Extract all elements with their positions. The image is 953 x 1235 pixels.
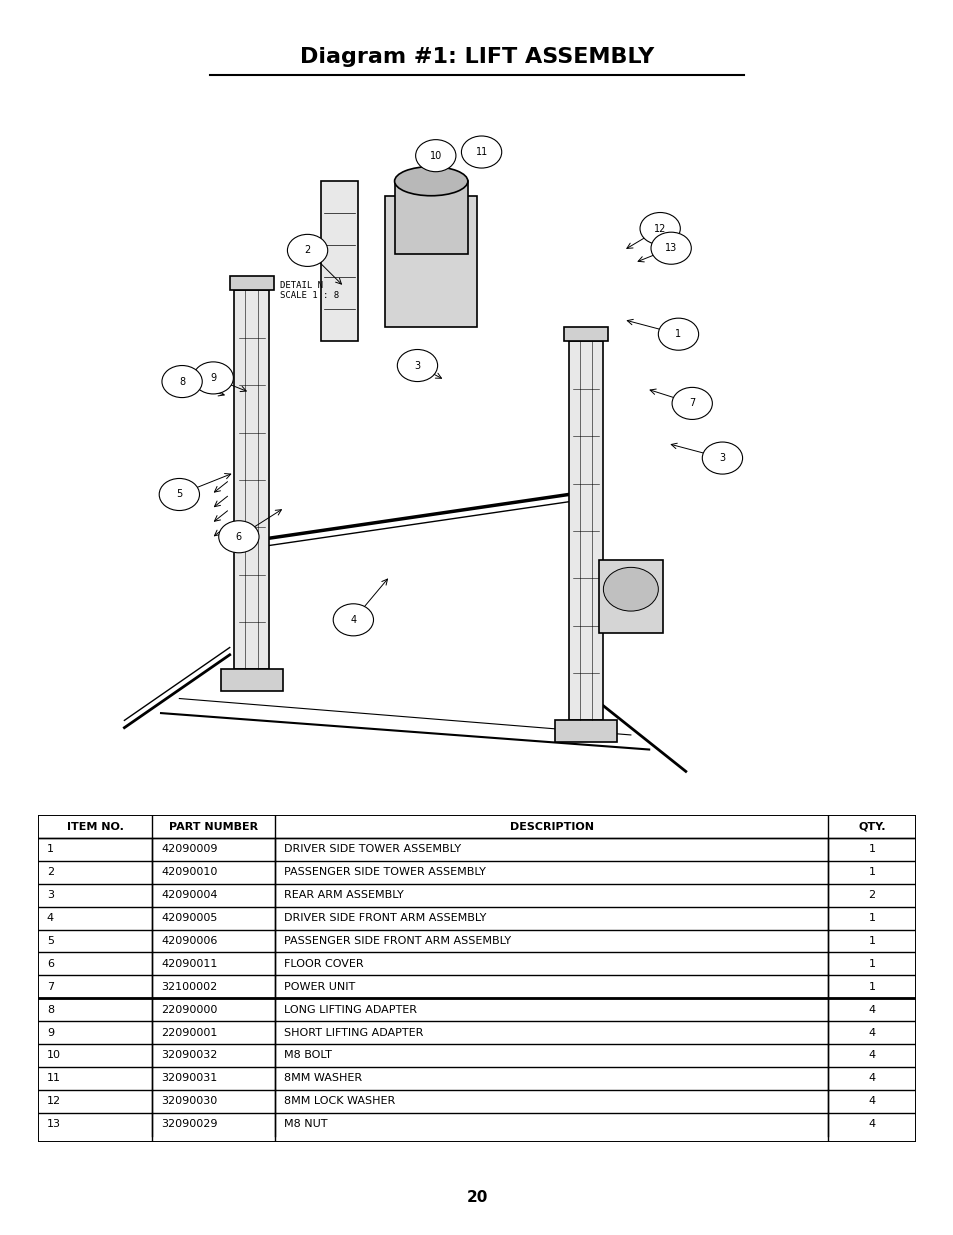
Circle shape [333, 604, 374, 636]
Bar [563, 327, 607, 341]
Text: 3: 3 [719, 453, 724, 463]
Circle shape [162, 366, 202, 398]
Text: DETAIL N
SCALE 1 : 8: DETAIL N SCALE 1 : 8 [280, 280, 339, 300]
Ellipse shape [395, 167, 467, 196]
Bar [385, 196, 476, 327]
Bar [555, 720, 617, 742]
Text: 13: 13 [664, 243, 677, 253]
Text: 11: 11 [47, 1073, 61, 1083]
Circle shape [639, 212, 679, 245]
Text: REAR ARM ASSEMBLY: REAR ARM ASSEMBLY [284, 890, 403, 900]
Text: 1: 1 [867, 845, 875, 855]
Text: 32090030: 32090030 [161, 1097, 217, 1107]
Text: SHORT LIFTING ADAPTER: SHORT LIFTING ADAPTER [284, 1028, 423, 1037]
Text: 7: 7 [47, 982, 54, 992]
Circle shape [650, 232, 691, 264]
Text: 8: 8 [47, 1004, 54, 1015]
Text: Diagram #1: LIFT ASSEMBLY: Diagram #1: LIFT ASSEMBLY [299, 47, 654, 67]
Bar [230, 275, 274, 290]
Text: 12: 12 [47, 1097, 61, 1107]
Circle shape [658, 319, 698, 351]
Text: PART NUMBER: PART NUMBER [169, 821, 258, 831]
Text: 3: 3 [47, 890, 54, 900]
Text: 1: 1 [675, 330, 680, 340]
Text: 22090000: 22090000 [161, 1004, 217, 1015]
Text: 7: 7 [688, 399, 695, 409]
Text: 32090032: 32090032 [161, 1051, 217, 1061]
Circle shape [159, 478, 199, 510]
Text: 22090001: 22090001 [161, 1028, 217, 1037]
Bar [568, 341, 602, 720]
Text: 1: 1 [867, 958, 875, 969]
Circle shape [461, 136, 501, 168]
Text: 42090010: 42090010 [161, 867, 217, 877]
Text: DRIVER SIDE TOWER ASSEMBLY: DRIVER SIDE TOWER ASSEMBLY [284, 845, 460, 855]
Text: 9: 9 [47, 1028, 54, 1037]
Text: 42090009: 42090009 [161, 845, 217, 855]
Text: 1: 1 [867, 936, 875, 946]
Text: 8MM WASHER: 8MM WASHER [284, 1073, 361, 1083]
Text: PASSENGER SIDE TOWER ASSEMBLY: PASSENGER SIDE TOWER ASSEMBLY [284, 867, 485, 877]
Text: M8 NUT: M8 NUT [284, 1119, 327, 1129]
Text: 20: 20 [466, 1191, 487, 1205]
Circle shape [416, 140, 456, 172]
Text: 12: 12 [654, 224, 665, 233]
Circle shape [287, 235, 328, 267]
Text: 10: 10 [429, 151, 441, 161]
Bar [395, 182, 467, 254]
Text: 10: 10 [47, 1051, 61, 1061]
Bar [234, 290, 269, 669]
Circle shape [396, 350, 437, 382]
Text: 8MM LOCK WASHER: 8MM LOCK WASHER [284, 1097, 395, 1107]
Text: 4: 4 [867, 1004, 875, 1015]
Text: 4: 4 [867, 1119, 875, 1129]
Circle shape [218, 521, 259, 553]
Text: 32090031: 32090031 [161, 1073, 217, 1083]
Text: DRIVER SIDE FRONT ARM ASSEMBLY: DRIVER SIDE FRONT ARM ASSEMBLY [284, 913, 486, 923]
Text: DESCRIPTION: DESCRIPTION [509, 821, 593, 831]
Text: 4: 4 [867, 1073, 875, 1083]
Circle shape [701, 442, 741, 474]
Text: 11: 11 [475, 147, 487, 157]
Text: 2: 2 [867, 890, 875, 900]
Text: 42090011: 42090011 [161, 958, 217, 969]
Text: ITEM NO.: ITEM NO. [67, 821, 124, 831]
Text: PASSENGER SIDE FRONT ARM ASSEMBLY: PASSENGER SIDE FRONT ARM ASSEMBLY [284, 936, 511, 946]
Text: 2: 2 [47, 867, 54, 877]
Text: 6: 6 [47, 958, 54, 969]
Text: 5: 5 [176, 489, 182, 499]
Text: 1: 1 [867, 867, 875, 877]
Text: POWER UNIT: POWER UNIT [284, 982, 355, 992]
Text: 6: 6 [235, 532, 242, 542]
Text: 13: 13 [47, 1119, 61, 1129]
Text: 42090004: 42090004 [161, 890, 217, 900]
Text: 3: 3 [414, 361, 420, 370]
Text: 1: 1 [867, 913, 875, 923]
Bar [598, 561, 662, 632]
Bar [321, 182, 357, 341]
Text: FLOOR COVER: FLOOR COVER [284, 958, 363, 969]
Text: 1: 1 [867, 982, 875, 992]
Circle shape [671, 388, 712, 420]
Text: 4: 4 [867, 1051, 875, 1061]
Text: 32100002: 32100002 [161, 982, 217, 992]
Text: 42090005: 42090005 [161, 913, 217, 923]
Text: 4: 4 [47, 913, 54, 923]
Bar [220, 669, 282, 692]
Text: 5: 5 [47, 936, 54, 946]
Circle shape [193, 362, 233, 394]
Text: M8 BOLT: M8 BOLT [284, 1051, 332, 1061]
Text: QTY.: QTY. [858, 821, 884, 831]
Text: 9: 9 [210, 373, 216, 383]
Circle shape [602, 567, 658, 611]
Text: 4: 4 [867, 1097, 875, 1107]
Text: 32090029: 32090029 [161, 1119, 217, 1129]
Text: 2: 2 [304, 246, 311, 256]
Text: 4: 4 [350, 615, 356, 625]
Text: 4: 4 [867, 1028, 875, 1037]
Text: 1: 1 [47, 845, 54, 855]
Text: 8: 8 [179, 377, 185, 387]
Text: 42090006: 42090006 [161, 936, 217, 946]
Text: LONG LIFTING ADAPTER: LONG LIFTING ADAPTER [284, 1004, 416, 1015]
